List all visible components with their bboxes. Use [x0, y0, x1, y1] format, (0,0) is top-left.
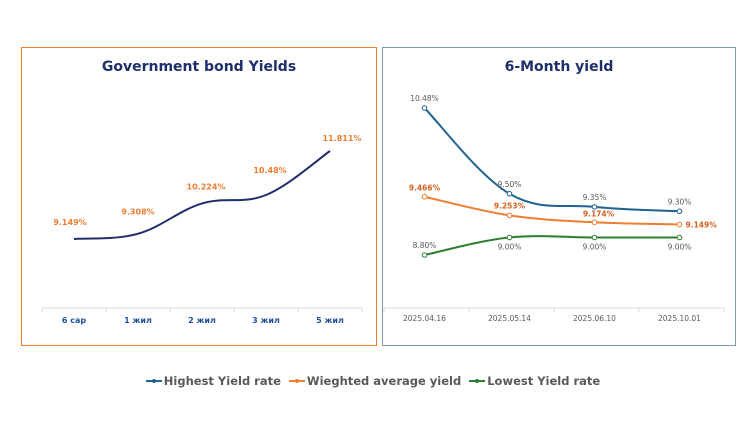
x-tick-label: 3 жил	[252, 316, 280, 325]
series-line-wieghted-average-yield	[424, 195, 680, 226]
data-label-highest-yield-rate: 10.48%	[410, 94, 439, 103]
series-line-highest-yield-rate	[423, 107, 680, 213]
x-tick-label: 5 жил	[316, 316, 344, 325]
x-tick-label: 1 жил	[124, 316, 152, 325]
x-tick-label: 2025.05.14	[488, 314, 531, 323]
series-line-government-bond-yield	[73, 150, 331, 240]
data-point-lowest-yield-rate	[506, 234, 513, 241]
data-label-wieghted-average-yield: 9.174%	[583, 209, 615, 218]
legend-swatch-weighted-average-yield	[288, 378, 305, 383]
legend-swatch-lowest-yield	[469, 378, 486, 383]
series-line-lowest-yield-rate	[424, 235, 680, 256]
legend-swatch-highest-yield	[145, 378, 162, 383]
data-point-wieghted-average-yield	[506, 212, 513, 219]
data-label-lowest-yield-rate: 8.80%	[413, 241, 437, 250]
legend-item-weighted-average-yield: Wieghted average yield	[288, 374, 462, 388]
data-label-wieghted-average-yield: 9.466%	[409, 184, 441, 193]
data-label-lowest-yield-rate: 9.00%	[668, 243, 692, 252]
legend-label-lowest-yield: Lowest Yield rate	[487, 374, 601, 388]
legend-label-highest-yield: Highest Yield rate	[163, 374, 281, 388]
chart-title-six-month-yield: 6-Month yield	[504, 59, 614, 75]
data-label: 11.811%	[323, 134, 362, 143]
legend-label-weighted-average-yield: Wieghted average yield	[306, 374, 462, 388]
data-label-highest-yield-rate: 9.50%	[498, 180, 522, 189]
government-bond-yields-panel: Government bond Yields	[21, 47, 377, 346]
data-point-lowest-yield-rate	[421, 252, 428, 258]
x-tick-label: 6 сар	[62, 316, 86, 325]
data-label-lowest-yield-rate: 9.00%	[583, 243, 607, 252]
data-label: 9.149%	[53, 218, 86, 227]
data-label-highest-yield-rate: 9.30%	[668, 197, 692, 206]
data-point-highest-yield-rate	[591, 204, 598, 210]
data-label: 10.224%	[187, 182, 226, 191]
data-label: 9.308%	[121, 208, 154, 217]
data-label-wieghted-average-yield: 9.253%	[494, 201, 526, 210]
data-point-lowest-yield-rate	[591, 234, 598, 241]
data-point-highest-yield-rate	[676, 208, 683, 215]
legend-item-lowest-yield: Lowest Yield rate	[469, 374, 600, 388]
x-tick-label: 2025.10.01	[658, 314, 701, 323]
data-label-highest-yield-rate: 9.35%	[583, 193, 607, 202]
data-point-wieghted-average-yield	[421, 193, 428, 200]
x-tick-label: 2 жил	[188, 316, 216, 325]
legend-item-highest-yield: Highest Yield rate	[145, 374, 281, 388]
data-label: 10.48%	[253, 166, 286, 175]
data-point-wieghted-average-yield	[591, 219, 598, 226]
six-month-yield-panel: 6-Month yield	[382, 47, 736, 346]
data-label-lowest-yield-rate: 9.00%	[498, 243, 522, 252]
chart-title-government-bond-yields: Government bond Yields	[101, 59, 297, 75]
x-tick-label: 2025.06.10	[573, 314, 616, 323]
data-point-lowest-yield-rate	[676, 234, 683, 241]
data-point-highest-yield-rate	[506, 190, 513, 197]
data-point-wieghted-average-yield	[676, 221, 683, 228]
data-point-highest-yield-rate	[421, 105, 428, 111]
x-tick-label: 2025.04.16	[403, 314, 446, 323]
chart-legend: Highest Yield rate Wieghted average yiel…	[0, 374, 750, 388]
data-label-wieghted-average-yield: 9.149%	[686, 220, 718, 229]
